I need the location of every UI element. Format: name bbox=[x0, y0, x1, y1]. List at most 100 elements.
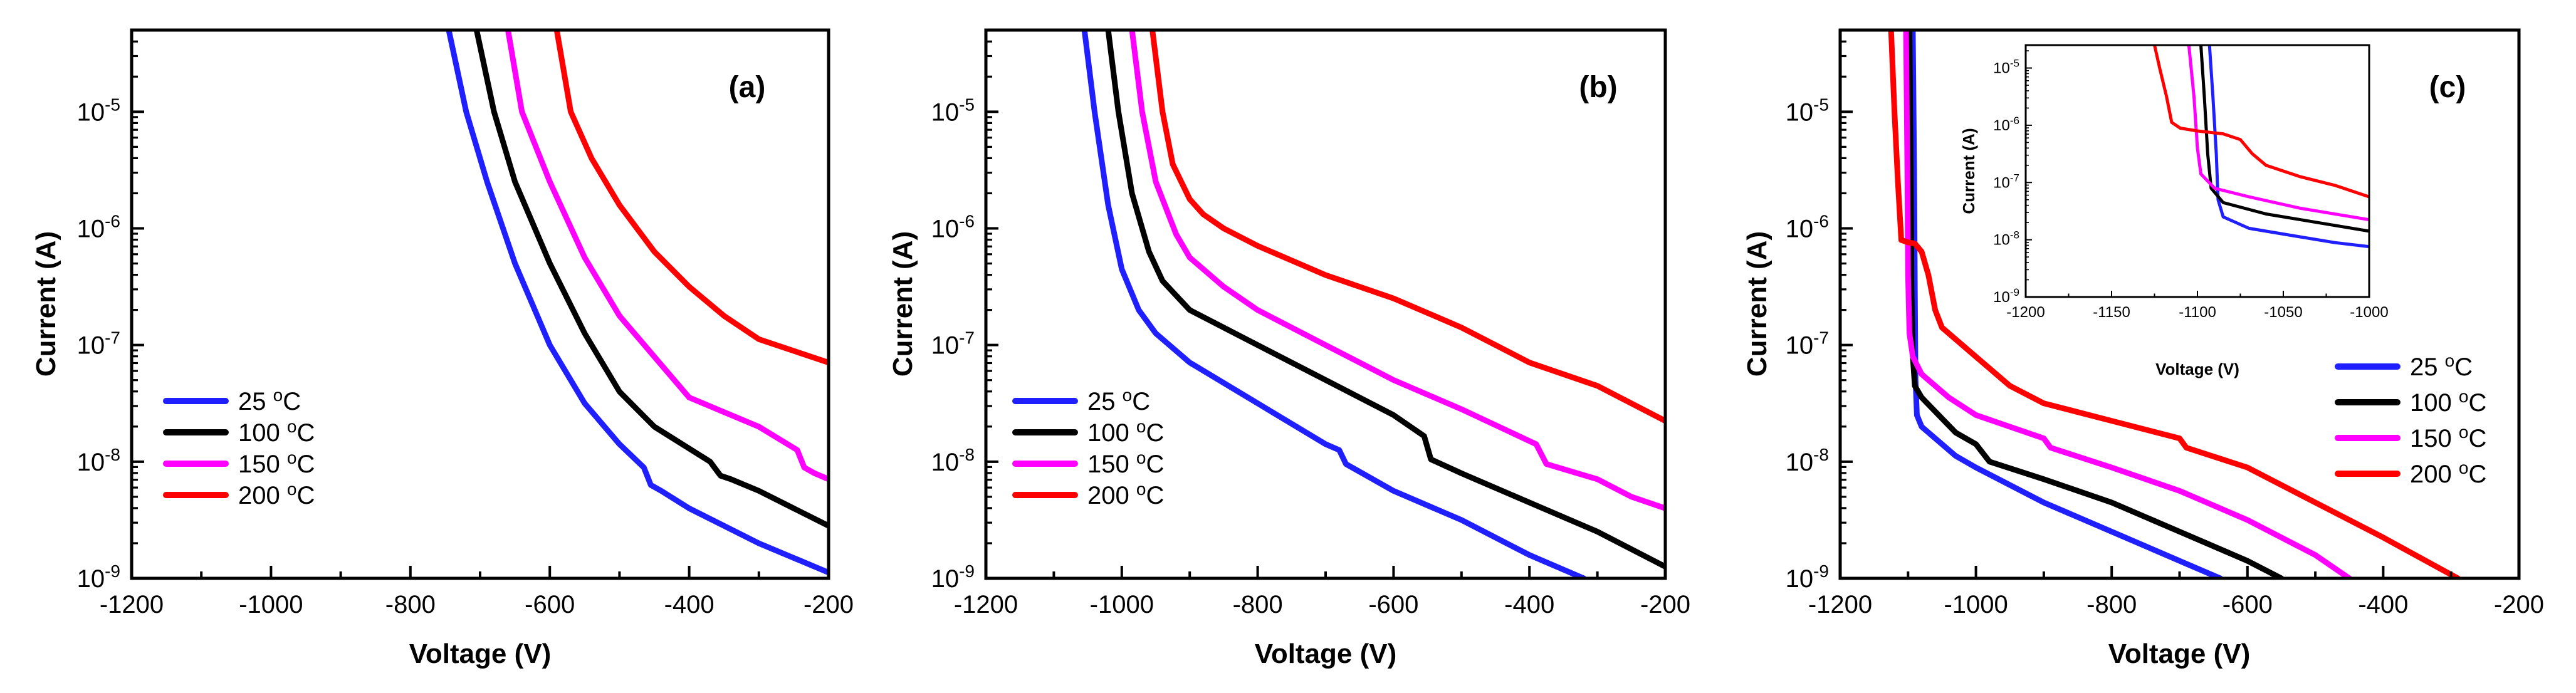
panel-b-x-tick-label: -800 bbox=[1233, 591, 1283, 618]
panel-a-x-tick-label: -600 bbox=[525, 591, 575, 618]
panel-a-series-line-150 bbox=[505, 30, 829, 482]
panel-b-y-tick-label: 10-7 bbox=[931, 328, 975, 360]
panel-a-series-line-100 bbox=[473, 30, 829, 529]
panel-c-y-axis-title: Current (A) bbox=[1742, 231, 1772, 377]
panel-a-y-tick-label: 10-9 bbox=[77, 561, 120, 593]
panel-b-legend-label-150: 150 oC bbox=[1087, 448, 1164, 478]
panel-b-lines bbox=[1081, 30, 1665, 578]
panel-a-lines bbox=[446, 30, 829, 576]
panel-b-x-tick-label: -600 bbox=[1368, 591, 1418, 618]
inset-x-axis-title: Voltage (V) bbox=[2155, 360, 2239, 378]
inset-series-line-200 bbox=[2153, 45, 2369, 199]
panel-a-legend-label-200: 200 oC bbox=[238, 479, 315, 509]
panel-b-series-line-25 bbox=[1081, 30, 1587, 578]
panel-a-y-tick-label: 10-8 bbox=[77, 445, 120, 476]
panel-a-x-tick-label: -1200 bbox=[100, 591, 164, 618]
panel-a-x-tick-label: -400 bbox=[664, 591, 715, 618]
inset-y-tick-label: 10-6 bbox=[1993, 115, 2019, 134]
panel-a-x-tick-label: -800 bbox=[385, 591, 436, 618]
panel-c-x-axis: -1200 -1000 -800 -600 -400 -200 bbox=[1808, 566, 2544, 618]
panel-b-x-tick-label: -1200 bbox=[954, 591, 1018, 618]
panel-b: -1200 -1000 -800 -600 -400 -200 10-910-810-71… bbox=[887, 28, 1690, 669]
panel-c-legend: 25 oC 100 oC 150 oC 200 oC bbox=[2335, 351, 2486, 488]
panel-b-series-line-150 bbox=[1129, 30, 1665, 511]
panel-a: -1200 -1000 -800 -600 -400 -200 10-910-810-71… bbox=[31, 28, 854, 669]
panel-b-x-axis-title: Voltage (V) bbox=[1255, 638, 1397, 669]
panel-b-y-tick-label: 10-5 bbox=[931, 95, 975, 126]
panel-a-x-tick-label: -200 bbox=[804, 591, 854, 618]
inset-y-tick-label: 10-5 bbox=[1993, 58, 2019, 77]
inset-x-tick-label: -1200 bbox=[2006, 304, 2045, 321]
panel-c-y-tick-label: 10-9 bbox=[1786, 561, 1829, 593]
panel-c-y-tick-label: 10-6 bbox=[1786, 211, 1829, 242]
inset-y-axis: 10-9 10-8 10-7 10-6 10-5 bbox=[1993, 50, 2032, 306]
panel-c-legend-label-200: 200 oC bbox=[2410, 458, 2486, 488]
panel-b-series-line-100 bbox=[1105, 30, 1665, 570]
panel-c-x-tick-label: -200 bbox=[2494, 591, 2544, 618]
panel-c: -1200 -1000 -800 -600 -400 -200 10-910-810-71… bbox=[1742, 28, 2544, 669]
panel-c-x-tick-label: -1000 bbox=[1944, 591, 2008, 618]
inset-background bbox=[1996, 39, 2372, 340]
panel-c-y-tick-label: 10-7 bbox=[1786, 328, 1829, 360]
panel-a-legend-label-25: 25 oC bbox=[238, 385, 301, 415]
panel-a-series-line-200 bbox=[553, 30, 829, 366]
panel-a-y-tick-label: 10-7 bbox=[77, 328, 120, 360]
panel-a-series-line-25 bbox=[446, 30, 829, 576]
panel-c-legend-label-100: 100 oC bbox=[2410, 387, 2486, 417]
panel-b-series bbox=[1081, 30, 1665, 578]
panel-c-label: (c) bbox=[2429, 71, 2466, 104]
panel-b-y-axis: 10-9 10-8 10-7 10-6 10-5 bbox=[931, 29, 998, 593]
inset-x-tick-label: -1050 bbox=[2264, 304, 2302, 321]
inset-series-line-100 bbox=[2199, 45, 2369, 233]
inset-y-tick-label: 10-8 bbox=[1993, 229, 2019, 249]
inset-x-axis: -1200 -1150 -1100 -1050 -1000 bbox=[2006, 291, 2389, 321]
inset-y-tick-label: 10-7 bbox=[1993, 172, 2019, 191]
panel-c-y-tick-label: 10-5 bbox=[1786, 95, 1829, 126]
panel-a-legend-label-100: 100 oC bbox=[238, 417, 315, 447]
panel-a-y-axis-title: Current (A) bbox=[31, 231, 61, 377]
panel-a-y-axis: 10-9 10-8 10-7 10-6 10-5 bbox=[77, 29, 144, 593]
panel-c-legend-label-150: 150 oC bbox=[2410, 422, 2486, 452]
panel-c-inset: -1200 -1150 -1100 -1050 -1000 10-910-810-710… bbox=[1959, 39, 2389, 378]
panel-b-legend-label-100: 100 oC bbox=[1087, 417, 1164, 447]
panel-a-x-axis-title: Voltage (V) bbox=[409, 638, 552, 669]
panel-c-x-tick-label: -800 bbox=[2086, 591, 2137, 618]
panel-c-y-axis: 10-9 10-8 10-7 10-6 10-5 bbox=[1786, 29, 1853, 593]
panel-a-x-tick-label: -1000 bbox=[239, 591, 303, 618]
panel-c-series-line-100 bbox=[1907, 30, 2285, 578]
panel-b-x-tick-label: -200 bbox=[1640, 591, 1690, 618]
inset-x-tick-label: -1000 bbox=[2350, 304, 2388, 321]
panel-c-series bbox=[1888, 30, 2461, 578]
panel-b-x-tick-label: -400 bbox=[1504, 591, 1554, 618]
inset-y-tick-label: 10-9 bbox=[1993, 286, 2019, 306]
panel-c-x-tick-label: -600 bbox=[2223, 591, 2273, 618]
panel-b-series-line-200 bbox=[1149, 30, 1665, 424]
panel-b-y-axis-title: Current (A) bbox=[887, 231, 918, 377]
panel-b-x-axis: -1200 -1000 -800 -600 -400 -200 bbox=[954, 566, 1690, 618]
inset-series-line-150 bbox=[2187, 45, 2369, 222]
panel-b-x-tick-label: -1000 bbox=[1090, 591, 1154, 618]
inset-y-axis-title: Current (A) bbox=[1959, 128, 1978, 214]
panel-a-label: (a) bbox=[729, 71, 766, 104]
panel-c-x-tick-label: -400 bbox=[2358, 591, 2408, 618]
panel-c-legend-label-25: 25 oC bbox=[2410, 351, 2473, 381]
inset-series-line-25 bbox=[2207, 45, 2369, 249]
panel-c-lines bbox=[1888, 30, 2461, 578]
panel-b-y-tick-label: 10-8 bbox=[931, 445, 975, 476]
panel-b-legend-label-25: 25 oC bbox=[1087, 385, 1150, 415]
inset-x-tick-label: -1150 bbox=[2093, 304, 2130, 321]
panel-c-series-line-25 bbox=[1910, 30, 2223, 578]
panel-a-y-tick-label: 10-6 bbox=[77, 211, 120, 242]
panel-a-x-axis: -1200 -1000 -800 -600 -400 -200 bbox=[100, 566, 854, 618]
panel-c-y-tick-label: 10-8 bbox=[1786, 445, 1829, 476]
panel-b-legend-label-200: 200 oC bbox=[1087, 479, 1164, 509]
inset-lines bbox=[2153, 45, 2369, 249]
panel-b-y-tick-label: 10-6 bbox=[931, 211, 975, 242]
panel-c-series-line-200 bbox=[1888, 30, 2461, 578]
panel-a-y-tick-label: 10-5 bbox=[77, 95, 120, 126]
inset-x-tick-label: -1100 bbox=[2179, 304, 2216, 321]
panel-c-series-line-150 bbox=[1903, 30, 2352, 578]
panel-c-x-tick-label: -1200 bbox=[1808, 591, 1872, 618]
